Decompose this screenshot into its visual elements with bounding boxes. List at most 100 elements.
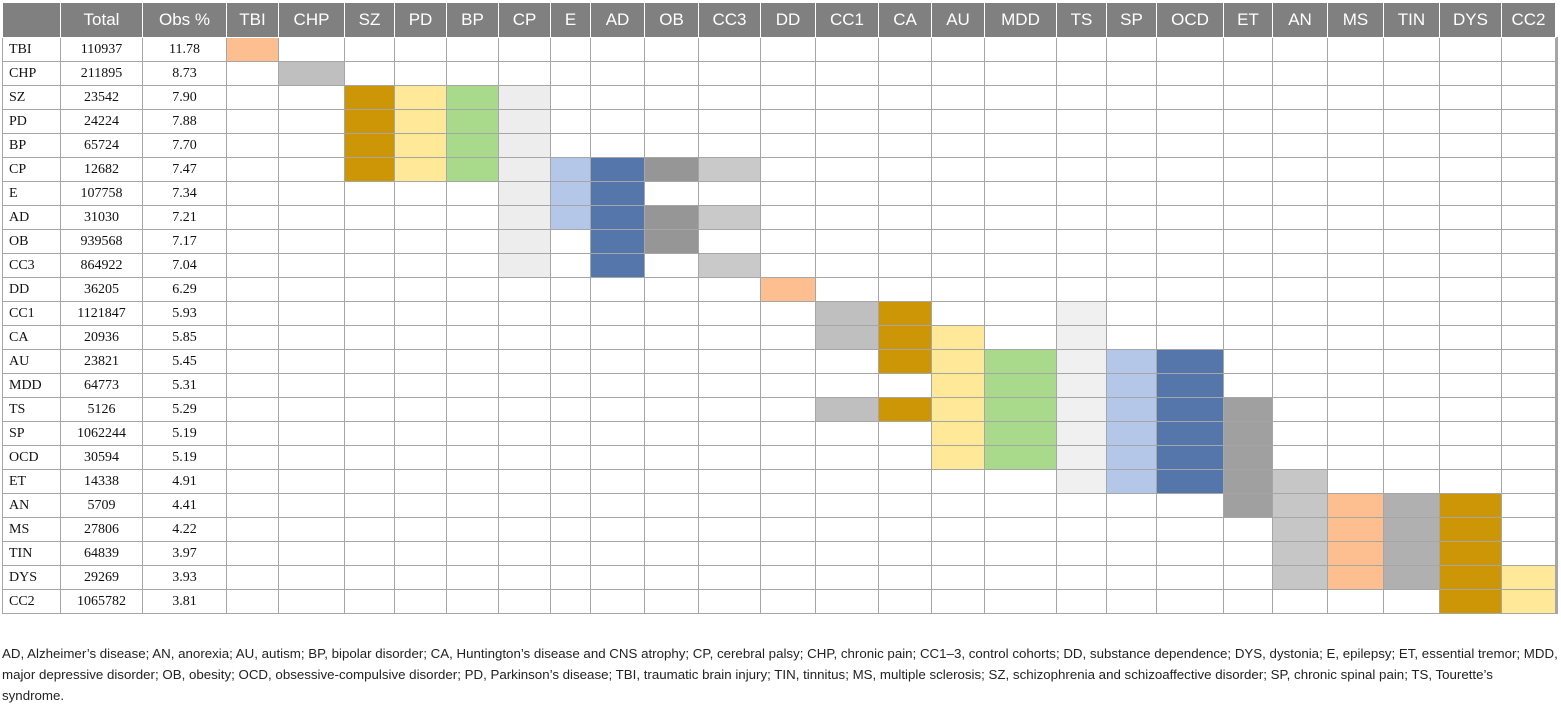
empty-cell [446, 541, 499, 566]
empty-cell [226, 565, 279, 590]
empty-cell [760, 517, 816, 542]
empty-cell [1439, 61, 1502, 86]
empty-cell [1439, 85, 1502, 110]
empty-cell [1327, 109, 1384, 134]
empty-cell [1223, 541, 1273, 566]
empty-cell [760, 445, 816, 470]
cluster-cell [1383, 565, 1440, 590]
empty-cell [931, 565, 985, 590]
row-label: MS [2, 517, 61, 542]
empty-cell [984, 205, 1057, 230]
empty-cell [984, 301, 1057, 326]
cluster-cell [1272, 493, 1328, 518]
empty-cell [878, 61, 932, 86]
empty-cell [550, 325, 591, 350]
empty-cell [1106, 61, 1157, 86]
empty-cell [278, 397, 345, 422]
cluster-cell [498, 109, 551, 134]
total-cell: 20936 [60, 325, 143, 350]
empty-cell [278, 85, 345, 110]
empty-cell [278, 37, 345, 62]
empty-cell [1501, 469, 1556, 494]
total-cell: 23821 [60, 349, 143, 374]
cluster-cell [446, 85, 499, 110]
obs-percent-cell: 5.31 [142, 373, 227, 398]
empty-cell [931, 301, 985, 326]
empty-cell [1106, 325, 1157, 350]
empty-cell [931, 181, 985, 206]
empty-cell [1383, 421, 1440, 446]
empty-cell [815, 565, 879, 590]
empty-cell [226, 181, 279, 206]
empty-cell [760, 349, 816, 374]
empty-cell [1556, 349, 1558, 374]
empty-cell [1327, 37, 1384, 62]
empty-cell [878, 133, 932, 158]
empty-cell [698, 109, 761, 134]
empty-cell [1106, 541, 1157, 566]
obs-percent-cell: 3.97 [142, 541, 227, 566]
empty-cell [1056, 133, 1107, 158]
empty-cell [984, 133, 1057, 158]
empty-cell [1156, 325, 1224, 350]
empty-cell [226, 277, 279, 302]
empty-cell [550, 373, 591, 398]
empty-cell [278, 373, 345, 398]
empty-cell [1156, 205, 1224, 230]
empty-cell [498, 565, 551, 590]
empty-cell [394, 445, 447, 470]
empty-cell [1501, 85, 1556, 110]
cluster-cell [278, 61, 345, 86]
cluster-cell [1106, 397, 1157, 422]
cluster-cell [550, 205, 591, 230]
empty-cell [698, 421, 761, 446]
row-label: OCD [2, 445, 61, 470]
empty-cell [498, 61, 551, 86]
empty-cell [1106, 493, 1157, 518]
obs-percent-cell: 7.34 [142, 181, 227, 206]
obs-percent-cell: 3.93 [142, 565, 227, 590]
empty-cell [1223, 133, 1273, 158]
empty-cell [984, 589, 1057, 614]
empty-cell [344, 421, 395, 446]
cluster-cell [1439, 517, 1502, 542]
cluster-cell [1272, 565, 1328, 590]
empty-cell [1223, 205, 1273, 230]
empty-cell [498, 349, 551, 374]
empty-cell [394, 37, 447, 62]
empty-cell [498, 445, 551, 470]
empty-cell [1156, 109, 1224, 134]
empty-cell [550, 109, 591, 134]
empty-cell [931, 541, 985, 566]
cluster-cell [1223, 469, 1273, 494]
empty-cell [1439, 109, 1502, 134]
empty-cell [446, 589, 499, 614]
cluster-cell [446, 109, 499, 134]
empty-cell [984, 325, 1057, 350]
empty-cell [1327, 157, 1384, 182]
empty-cell [1156, 493, 1224, 518]
empty-cell [394, 253, 447, 278]
cluster-cell [1439, 541, 1502, 566]
cluster-cell [644, 229, 699, 254]
cluster-cell [1223, 421, 1273, 446]
empty-cell [984, 229, 1057, 254]
empty-cell [698, 517, 761, 542]
table-row: SP 1062244 5.19 [2, 421, 1558, 446]
empty-cell [278, 445, 345, 470]
cluster-cell [394, 157, 447, 182]
row-label: E [2, 181, 61, 206]
empty-cell [1056, 205, 1107, 230]
empty-cell [344, 349, 395, 374]
cluster-cell [815, 397, 879, 422]
empty-cell [931, 37, 985, 62]
empty-cell [446, 373, 499, 398]
empty-cell [1383, 133, 1440, 158]
empty-cell [698, 349, 761, 374]
cluster-cell [1272, 541, 1328, 566]
cluster-cell [1383, 541, 1440, 566]
empty-cell [760, 253, 816, 278]
empty-cell [226, 157, 279, 182]
empty-cell [1223, 253, 1273, 278]
empty-cell [815, 541, 879, 566]
